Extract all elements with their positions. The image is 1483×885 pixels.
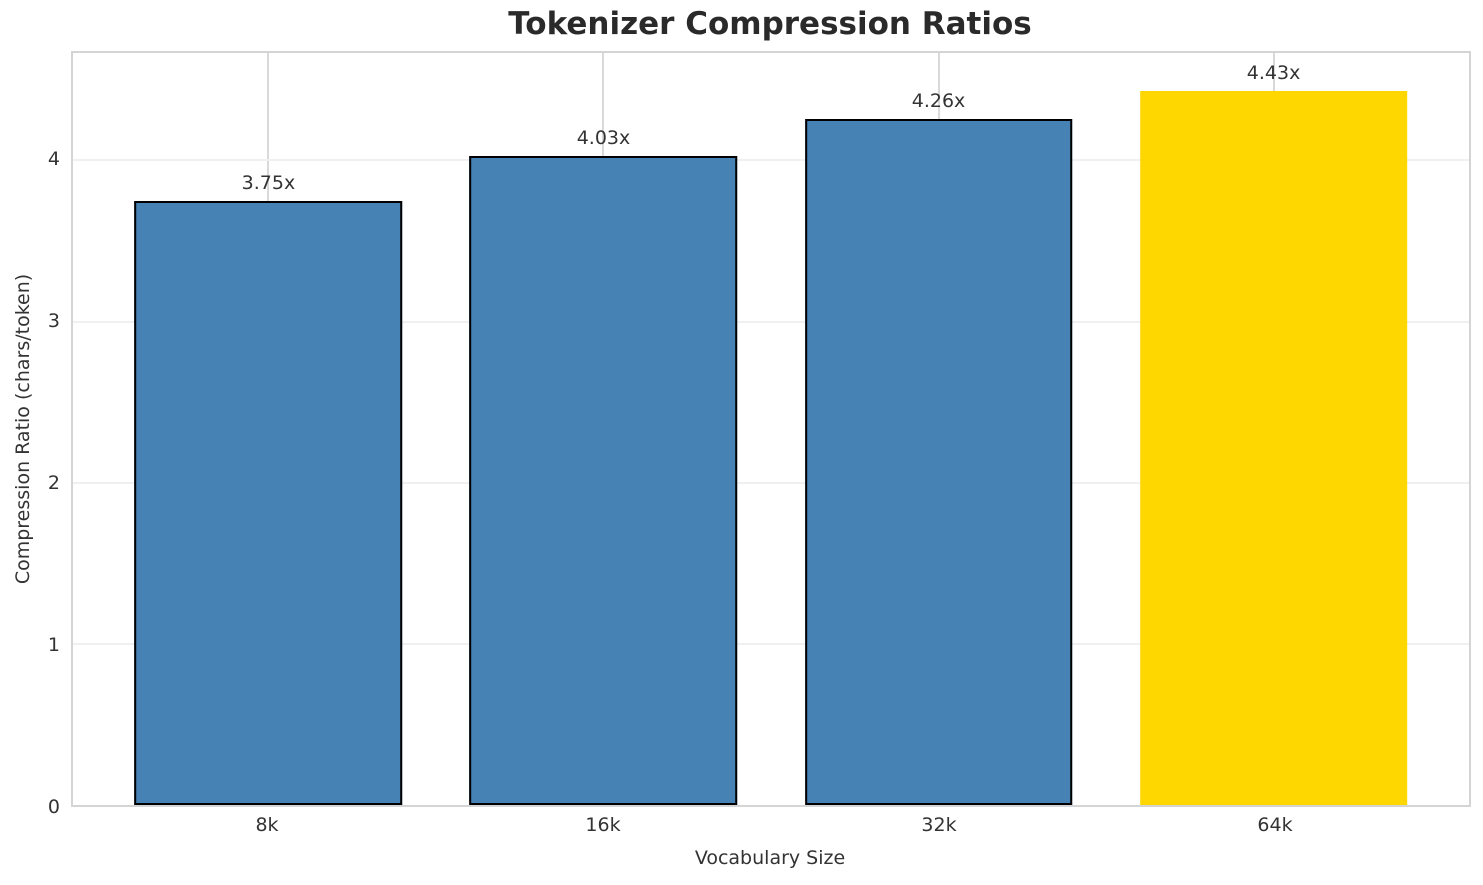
bar-value-label: 4.03x	[576, 126, 631, 149]
gridline-horizontal	[73, 159, 1469, 162]
gridline-horizontal	[73, 642, 1469, 645]
y-tick-label: 0	[47, 796, 60, 818]
bar-value-label: 4.43x	[1246, 62, 1301, 85]
gridline-horizontal	[73, 481, 1469, 484]
bar-64k	[1139, 91, 1408, 805]
gridline-horizontal	[73, 320, 1469, 323]
plot-area: 3.75x 4.03x 4.26x 4.43x	[71, 51, 1471, 807]
bar-8k	[134, 200, 403, 805]
y-tick-label: 4	[47, 148, 60, 171]
x-tick-label: 16k	[585, 814, 621, 836]
y-tick-label: 2	[47, 472, 60, 495]
bar-value-label: 4.26x	[911, 89, 966, 112]
x-tick-label: 8k	[255, 814, 279, 836]
y-tick-labels: 0 1 2 3 4	[0, 51, 60, 818]
y-tick-label: 1	[47, 634, 60, 657]
bar-32k	[804, 118, 1073, 805]
x-tick-labels: 8k 16k 32k 64k	[71, 814, 1471, 842]
bar-16k	[469, 155, 738, 805]
bar-value-label: 3.75x	[241, 171, 296, 194]
y-tick-label: 3	[47, 310, 60, 333]
x-tick-label: 64k	[1257, 814, 1293, 836]
chart-title: Tokenizer Compression Ratios	[508, 6, 1032, 42]
x-axis-label: Vocabulary Size	[694, 847, 846, 869]
x-tick-label: 32k	[921, 814, 957, 836]
